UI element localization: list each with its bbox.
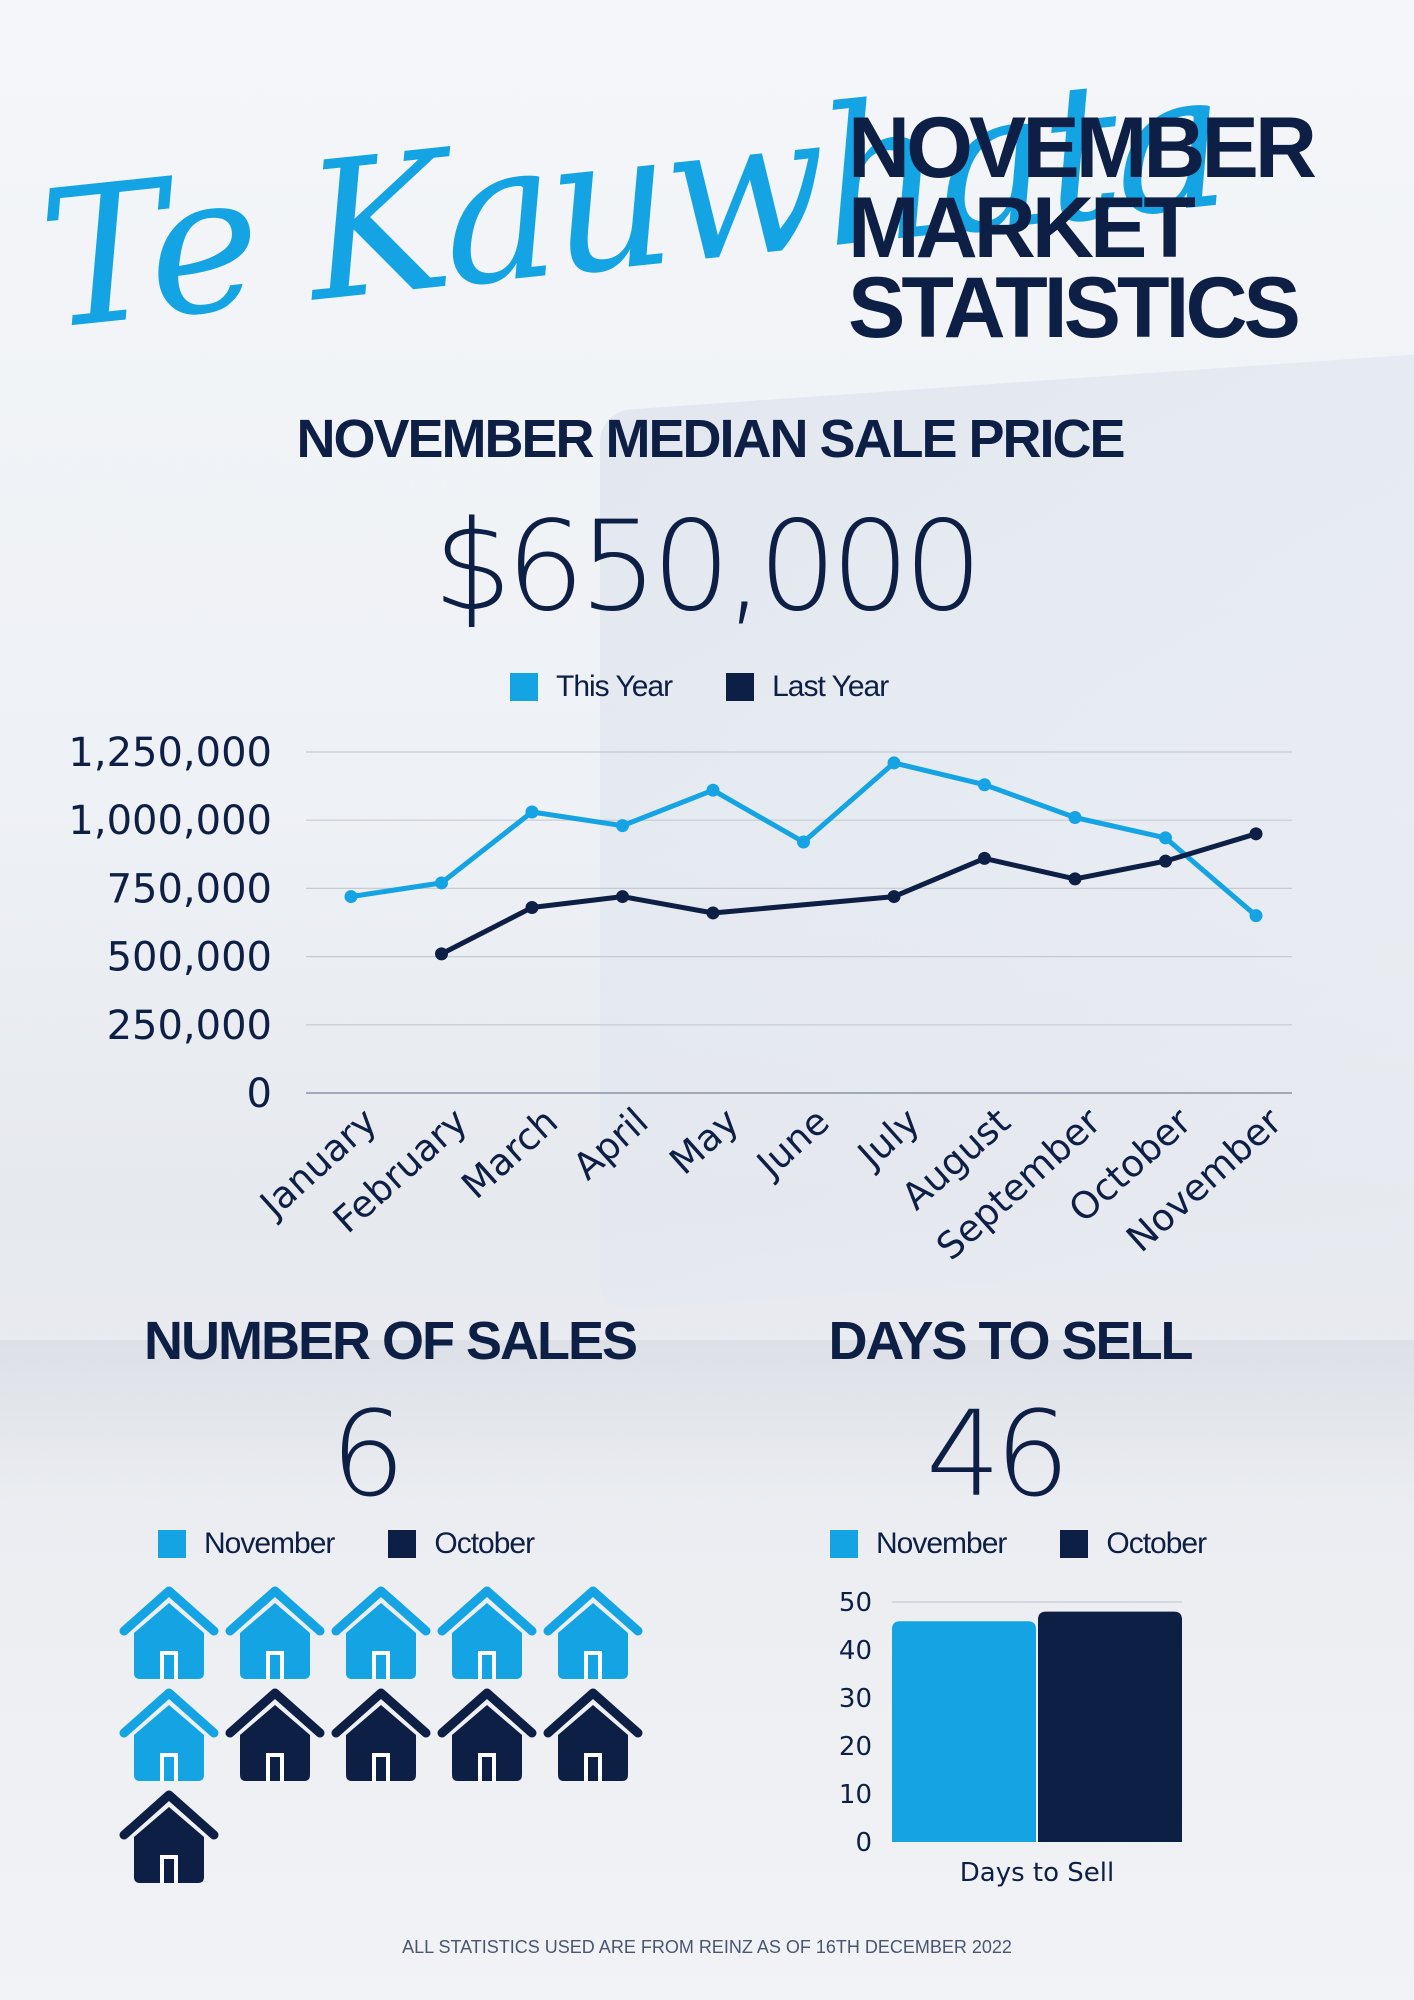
days-legend-swatch-november xyxy=(830,1530,858,1558)
days-to-sell-value: 46 xyxy=(925,1385,1070,1523)
bar-y-tick-label: 30 xyxy=(839,1684,872,1714)
data-point xyxy=(978,851,991,865)
data-point xyxy=(887,890,901,904)
sales-legend-swatch-november xyxy=(158,1530,186,1558)
bar-october xyxy=(1038,1611,1182,1842)
data-point xyxy=(525,805,539,819)
data-point xyxy=(797,835,810,849)
title-line-3: STATISTICS xyxy=(848,260,1301,356)
days-to-sell-bar-chart: 50 40 30 20 10 0 Days to Sell xyxy=(839,1588,1182,1888)
bar-y-tick-label: 40 xyxy=(839,1636,872,1666)
days-to-sell-heading: DAYS TO SELL xyxy=(828,1311,1193,1371)
house-icon xyxy=(119,1790,219,1883)
title-line-2: MARKET xyxy=(848,180,1196,276)
data-point xyxy=(706,783,720,797)
data-point xyxy=(1068,872,1082,886)
x-tick-label: May xyxy=(661,1100,747,1183)
house-icon xyxy=(437,1586,537,1679)
location-script-title: Te Kauwhata xyxy=(30,28,1232,373)
y-tick-label: 1,000,000 xyxy=(68,798,272,844)
bar-x-label: Days to Sell xyxy=(960,1858,1114,1888)
legend-this-year: This Year xyxy=(510,670,673,704)
legend-last-year: Last Year xyxy=(726,670,889,704)
bar-november xyxy=(892,1621,1036,1842)
days-legend: November October xyxy=(830,1527,1242,1561)
house-icon xyxy=(437,1688,537,1781)
median-price-value: $650,000 xyxy=(433,495,983,639)
median-price-heading: NOVEMBER MEDIAN SALE PRICE xyxy=(296,409,1125,469)
y-tick-label: 750,000 xyxy=(107,866,272,912)
house-icon xyxy=(225,1586,325,1679)
house-icon xyxy=(543,1688,643,1781)
days-legend-november: November xyxy=(830,1527,1007,1561)
data-point xyxy=(706,906,720,920)
days-legend-swatch-october xyxy=(1060,1530,1089,1558)
number-of-sales-value: 6 xyxy=(330,1385,405,1523)
page-title: NOVEMBER MARKET STATISTICS xyxy=(848,100,1368,356)
data-point xyxy=(1159,854,1172,868)
data-point xyxy=(1068,810,1082,824)
sales-legend-label-october: October xyxy=(434,1527,535,1560)
days-legend-label-november: November xyxy=(876,1527,1007,1560)
bar-y-tick-label: 0 xyxy=(855,1828,872,1858)
days-legend-october: October xyxy=(1060,1527,1207,1561)
data-point xyxy=(435,947,448,961)
data-point xyxy=(1159,831,1172,845)
sales-legend-october: October xyxy=(388,1527,535,1561)
house-icon xyxy=(331,1688,431,1781)
series-line-last-year xyxy=(440,831,1257,957)
y-tick-label: 250,000 xyxy=(107,1003,272,1049)
house-icon xyxy=(119,1688,219,1781)
house-icon xyxy=(119,1586,219,1679)
house-icon xyxy=(331,1586,431,1679)
legend-swatch-this-year xyxy=(510,673,538,701)
legend-swatch-last-year xyxy=(726,673,755,701)
sales-legend-label-november: November xyxy=(204,1527,335,1560)
x-tick-label: April xyxy=(565,1100,657,1189)
y-tick-label: 0 xyxy=(247,1071,272,1117)
days-legend-label-october: October xyxy=(1106,1527,1207,1560)
data-point xyxy=(616,890,629,904)
title-line-1: NOVEMBER xyxy=(848,100,1317,196)
data-point xyxy=(435,876,448,890)
y-tick-label: 500,000 xyxy=(107,935,272,981)
line-chart-legend: This Year Last Year xyxy=(510,670,924,704)
data-point xyxy=(525,900,539,914)
number-of-sales-heading: NUMBER OF SALES xyxy=(143,1311,638,1371)
bar-y-tick-label: 20 xyxy=(839,1732,872,1762)
x-tick-label: March xyxy=(453,1100,566,1207)
data-point xyxy=(344,890,358,904)
legend-label-last-year: Last Year xyxy=(772,670,889,703)
sales-legend-november: November xyxy=(158,1527,335,1561)
background-band xyxy=(0,1340,1414,1500)
data-point xyxy=(1249,909,1263,923)
house-icon xyxy=(225,1688,325,1781)
footer-source-note: ALL STATISTICS USED ARE FROM REINZ AS OF… xyxy=(402,1937,1012,1957)
bar-y-tick-label: 10 xyxy=(839,1780,872,1810)
bar-y-tick-label: 50 xyxy=(839,1588,872,1618)
x-tick-label: June xyxy=(747,1100,837,1187)
data-point xyxy=(978,778,991,792)
sales-legend: November October xyxy=(158,1527,570,1561)
sales-legend-swatch-october xyxy=(388,1530,417,1558)
legend-label-this-year: This Year xyxy=(556,670,673,703)
data-point xyxy=(616,819,629,833)
data-point xyxy=(1249,827,1263,841)
y-tick-label: 1,250,000 xyxy=(68,730,272,776)
median-price-line-chart: 1,250,000 1,000,000 750,000 500,000 250,000 0… xyxy=(68,730,1292,1269)
house-icon xyxy=(543,1586,643,1679)
data-point xyxy=(887,756,901,770)
